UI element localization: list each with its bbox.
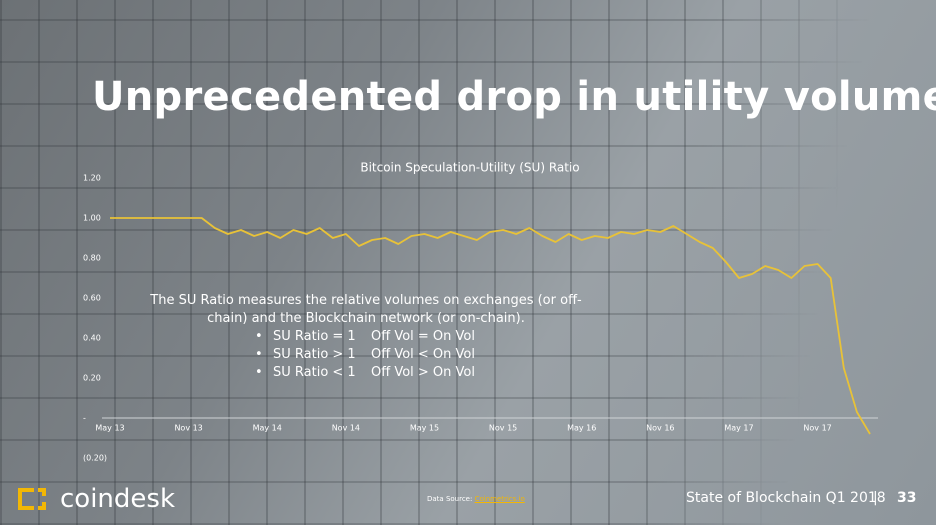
y-tick-label: 0.60	[83, 294, 101, 303]
x-tick-label: May 14	[253, 424, 282, 433]
x-tick-label: May 16	[567, 424, 596, 433]
y-tick-label: 1.20	[83, 174, 101, 183]
x-tick-label: Nov 14	[332, 424, 360, 433]
x-tick-label: Nov 16	[646, 424, 674, 433]
separator: |	[873, 490, 878, 506]
x-tick-label: May 17	[724, 424, 753, 433]
y-tick-label: 0.20	[83, 374, 101, 383]
y-tick-label: -	[83, 414, 86, 423]
bullet-key: SU Ratio > 1	[273, 347, 356, 362]
source-link[interactable]: Coinmetrics.io	[474, 495, 525, 503]
bullet: SU Ratio = 1 Off Vol = On Vol	[255, 328, 582, 346]
bullet-value: Off Vol < On Vol	[371, 347, 475, 362]
annotation-text: The SU Ratio measures the relative volum…	[150, 293, 582, 326]
bullet-key: SU Ratio = 1	[273, 329, 356, 344]
bullet-value: Off Vol = On Vol	[371, 329, 475, 344]
bullet-list: SU Ratio = 1 Off Vol = On Vol SU Ratio > 1…	[150, 328, 582, 382]
y-tick-label: 1.00	[83, 214, 101, 223]
x-tick-label: May 13	[95, 424, 124, 433]
bullet: SU Ratio > 1 Off Vol < On Vol	[255, 346, 582, 364]
logo-icon	[18, 488, 46, 510]
y-tick-label: 0.80	[83, 254, 101, 263]
data-line	[110, 217, 871, 435]
brand: coindesk	[60, 484, 176, 514]
page-number: 33	[897, 490, 917, 506]
source-label: Data Source:	[427, 495, 473, 503]
annotation: The SU Ratio measures the relative volum…	[150, 292, 582, 382]
x-tick-label: Nov 15	[489, 424, 517, 433]
data-source: Data Source: Coinmetrics.io	[427, 495, 525, 503]
report-name: State of Blockchain Q1 2018	[686, 490, 886, 506]
x-tick-label: Nov 17	[803, 424, 831, 433]
title-text: Unprecedented drop in utility volume	[92, 74, 936, 120]
y-tick-label: 0.40	[83, 334, 101, 343]
bullet-value: Off Vol > On Vol	[371, 365, 475, 380]
slide-title: Unprecedented drop in utility volume.	[92, 74, 936, 120]
bullet: SU Ratio < 1 Off Vol > On Vol	[255, 364, 582, 382]
bullet-key: SU Ratio < 1	[273, 365, 356, 380]
x-tick-label: May 15	[410, 424, 439, 433]
chart-title: Bitcoin Speculation-Utility (SU) Ratio	[360, 161, 579, 175]
y-tick-label: (0.20)	[83, 454, 107, 463]
x-tick-label: Nov 13	[174, 424, 202, 433]
